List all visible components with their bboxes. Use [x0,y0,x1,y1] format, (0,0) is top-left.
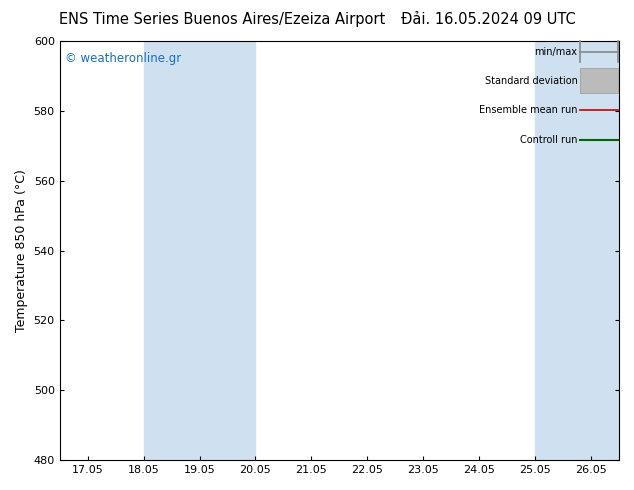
Y-axis label: Temperature 850 hPa (°C): Temperature 850 hPa (°C) [15,169,28,332]
Bar [591,41,619,460]
Bar [200,41,256,460]
Text: ENS Time Series Buenos Aires/Ezeiza Airport: ENS Time Series Buenos Aires/Ezeiza Airp… [59,12,385,27]
Text: Ensemble mean run: Ensemble mean run [479,105,578,115]
FancyBboxPatch shape [580,68,618,94]
Text: Standard deviation: Standard deviation [485,76,578,86]
Bar [143,41,200,460]
Text: min/max: min/max [534,47,578,56]
Bar [535,41,591,460]
Text: Controll run: Controll run [520,135,578,145]
Text: Đải. 16.05.2024 09 UTC: Đải. 16.05.2024 09 UTC [401,12,576,27]
Text: © weatheronline.gr: © weatheronline.gr [65,51,181,65]
